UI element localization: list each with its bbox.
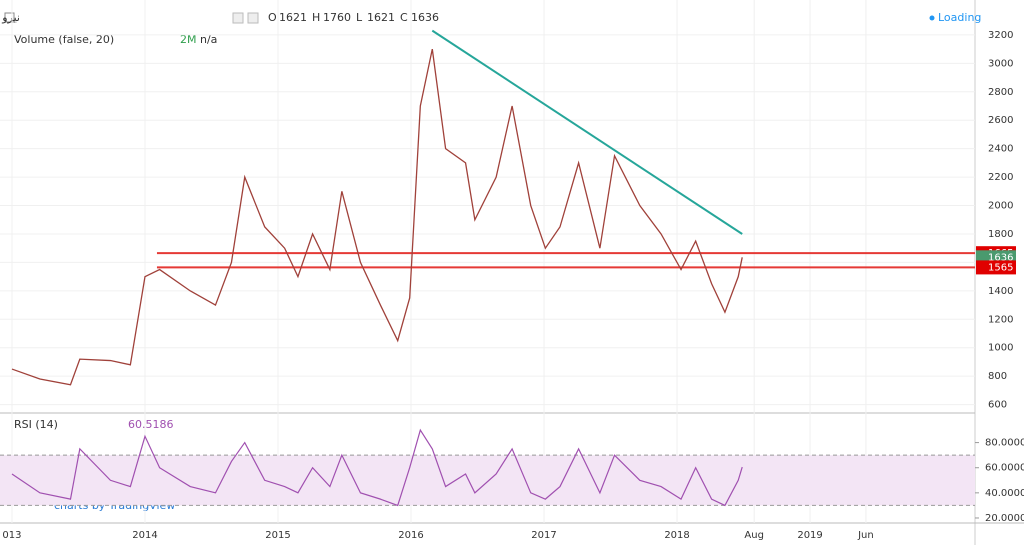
rsi-tick-label: 60.0000 [985, 463, 1024, 474]
loading-status: Loading [938, 11, 981, 24]
hide-icon[interactable] [247, 12, 259, 24]
trendline [431, 29, 743, 235]
volume-value: 2M [180, 33, 197, 46]
x-tick-label: Jun [857, 530, 874, 541]
y-tick-label: 2200 [988, 172, 1013, 183]
x-tick-label: 2019 [797, 530, 822, 541]
y-tick-label: 1200 [988, 314, 1013, 325]
ohlc-key: C [400, 11, 408, 24]
x-tick-label: 013 [2, 530, 21, 541]
symbol-title: نیرو محرکه, D, بورس تهران [0, 11, 20, 24]
y-tick-label: 600 [988, 400, 1007, 411]
ohlc-key: H [312, 11, 320, 24]
price-label: 1636 [988, 252, 1013, 263]
loading-dot [929, 15, 935, 21]
y-tick-label: 3000 [988, 58, 1013, 69]
ohlc-value: 1621 [279, 11, 307, 24]
settings-icon[interactable] [232, 12, 244, 24]
ohlc-value: 1621 [367, 11, 395, 24]
y-tick-label: 2400 [988, 144, 1013, 155]
ohlc-key: L [356, 11, 363, 24]
rsi-tick-label: 80.0000 [985, 438, 1024, 449]
x-tick-label: 2015 [265, 530, 290, 541]
volume-label: Volume (false, 20) [14, 33, 114, 46]
rsi-tick-label: 20.0000 [985, 513, 1024, 524]
rsi-band [0, 455, 975, 506]
x-tick-label: 2017 [531, 530, 556, 541]
ohlc-value: 1636 [411, 11, 439, 24]
collapse-icon[interactable] [4, 12, 15, 23]
ohlc-value: 1760 [323, 11, 351, 24]
ohlc-key: O [268, 11, 277, 24]
x-tick-label: 2018 [664, 530, 689, 541]
y-tick-label: 3200 [988, 30, 1013, 41]
rsi-line [11, 428, 743, 507]
price-label-bg [976, 260, 1016, 275]
y-tick-label: 2800 [988, 87, 1013, 98]
price-line [11, 48, 743, 386]
x-tick-label: Aug [744, 530, 764, 541]
x-tick-label: 2016 [398, 530, 423, 541]
y-tick-label: 800 [988, 371, 1007, 382]
y-tick-label: 1000 [988, 343, 1013, 354]
price-label: 1565 [988, 262, 1013, 273]
y-tick-label: 2000 [988, 201, 1013, 212]
y-tick-label: 1800 [988, 229, 1013, 240]
rsi-value: 60.5186 [128, 418, 174, 431]
y-tick-label: 2600 [988, 115, 1013, 126]
y-tick-label: 1400 [988, 286, 1013, 297]
volume-extra: n/a [200, 33, 217, 46]
x-tick-label: 2014 [132, 530, 157, 541]
rsi-tick-label: 40.0000 [985, 488, 1024, 499]
rsi-label: RSI (14) [14, 418, 58, 431]
